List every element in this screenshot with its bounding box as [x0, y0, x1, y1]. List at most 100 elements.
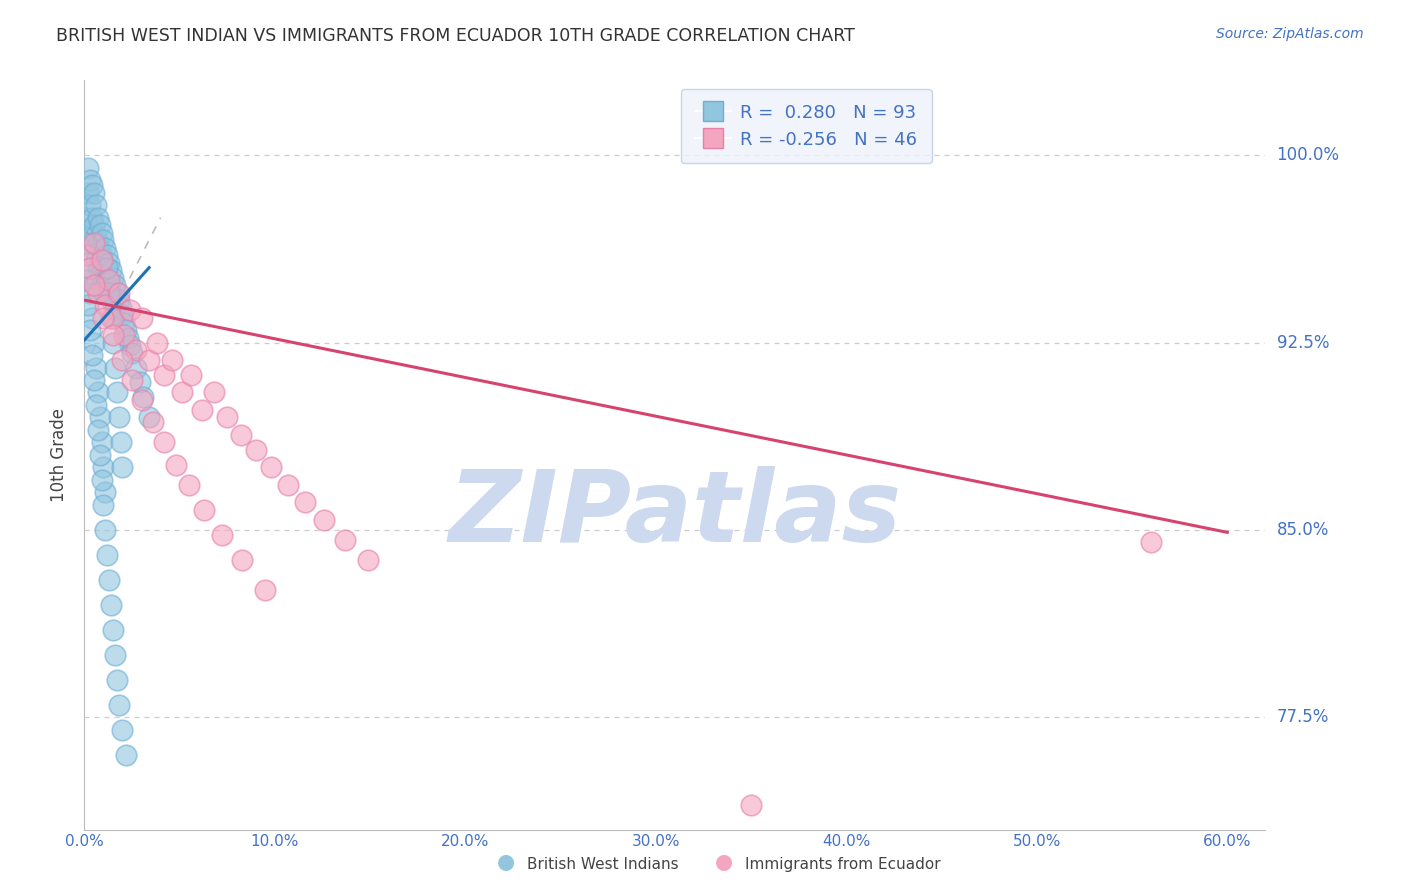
Point	[112, 316, 135, 330]
Point	[101, 270, 124, 285]
Point	[84, 398, 107, 412]
Point	[165, 458, 187, 472]
Point	[94, 241, 117, 255]
Point	[104, 360, 127, 375]
Point	[112, 328, 135, 343]
Point	[89, 268, 111, 282]
Point	[96, 248, 118, 262]
Point	[80, 348, 103, 362]
Point	[80, 235, 103, 250]
Point	[101, 310, 124, 325]
Point	[77, 260, 100, 275]
Point	[153, 368, 176, 382]
Point	[80, 310, 103, 325]
Point	[105, 385, 128, 400]
Point	[84, 278, 107, 293]
Point	[80, 211, 103, 225]
Point	[107, 285, 129, 300]
Point	[93, 310, 115, 325]
Point	[107, 293, 129, 307]
Point	[93, 460, 115, 475]
Point	[100, 263, 122, 277]
Point	[83, 373, 105, 387]
Point	[131, 310, 153, 325]
Point	[1140, 535, 1163, 549]
Text: Source: ZipAtlas.com: Source: ZipAtlas.com	[1216, 27, 1364, 41]
Point	[153, 435, 176, 450]
Point	[101, 295, 124, 310]
Point	[121, 373, 143, 387]
Point	[96, 260, 118, 275]
Point	[93, 283, 115, 297]
Point	[90, 435, 112, 450]
Point	[75, 211, 97, 225]
Text: ●: ●	[716, 853, 733, 872]
Point	[111, 460, 134, 475]
Point	[96, 273, 118, 287]
Point	[98, 285, 121, 300]
Text: 100.0%: 100.0%	[1277, 146, 1340, 164]
Point	[79, 260, 101, 275]
Point	[89, 448, 111, 462]
Point	[83, 243, 105, 257]
Point	[96, 548, 118, 562]
Point	[101, 328, 124, 343]
Point	[98, 255, 121, 269]
Point	[98, 280, 121, 294]
Text: 85.0%: 85.0%	[1277, 521, 1329, 539]
Point	[138, 353, 160, 368]
Point	[77, 161, 100, 175]
Point	[104, 303, 127, 318]
Point	[245, 442, 267, 457]
Point	[160, 353, 183, 368]
Point	[104, 648, 127, 662]
Point	[125, 343, 148, 357]
Point	[77, 186, 100, 200]
Point	[131, 392, 153, 407]
Point	[83, 186, 105, 200]
Point	[94, 485, 117, 500]
Point	[94, 268, 117, 282]
Point	[75, 248, 97, 262]
Point	[125, 360, 148, 375]
Point	[89, 243, 111, 257]
Point	[105, 285, 128, 300]
Point	[94, 298, 117, 312]
Point	[79, 285, 101, 300]
Point	[170, 385, 193, 400]
Point	[191, 403, 214, 417]
Point	[142, 416, 165, 430]
Point	[132, 391, 155, 405]
Point	[79, 173, 101, 187]
Point	[101, 623, 124, 637]
Point	[193, 503, 215, 517]
Point	[740, 797, 762, 812]
Legend: R =  0.280   N = 93, R = -0.256   N = 46: R = 0.280 N = 93, R = -0.256 N = 46	[681, 89, 932, 163]
Point	[202, 385, 225, 400]
Point	[128, 376, 150, 390]
Point	[254, 582, 277, 597]
Point	[101, 335, 124, 350]
Point	[217, 410, 239, 425]
Point	[79, 323, 101, 337]
Point	[98, 273, 121, 287]
Point	[93, 258, 115, 272]
Point	[115, 323, 138, 337]
Point	[107, 410, 129, 425]
Point	[179, 478, 201, 492]
Point	[93, 498, 115, 512]
Point	[90, 251, 112, 265]
Point	[100, 288, 122, 302]
Point	[294, 495, 316, 509]
Point	[83, 335, 105, 350]
Point	[75, 235, 97, 250]
Point	[93, 233, 115, 247]
Point	[86, 235, 108, 250]
Point	[260, 460, 283, 475]
Text: Immigrants from Ecuador: Immigrants from Ecuador	[745, 857, 941, 872]
Point	[90, 226, 112, 240]
Point	[314, 513, 336, 527]
Point	[117, 330, 139, 344]
Point	[229, 428, 252, 442]
Point	[110, 435, 132, 450]
